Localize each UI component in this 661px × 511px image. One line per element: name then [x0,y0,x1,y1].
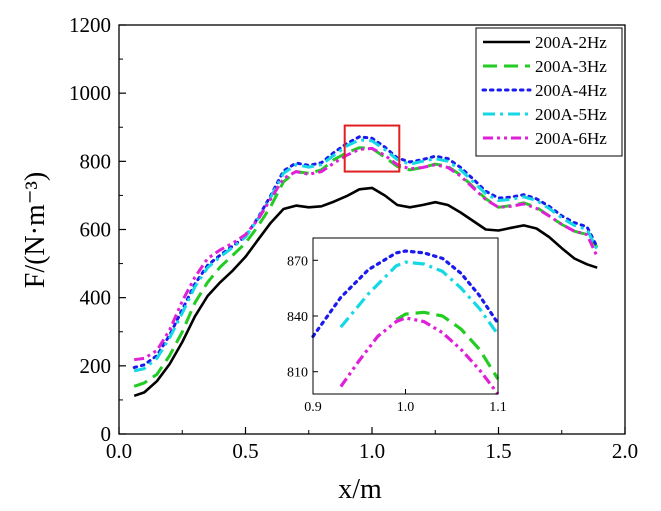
legend-label: 200A-6Hz [535,129,607,148]
x-tick-label: 2.0 [612,439,638,463]
inset-x-tick-label: 1.1 [489,400,507,415]
legend: 200A-2Hz 200A-3Hz 200A-4Hz 200A-5Hz 200A-6Hz [475,27,623,157]
legend-label: 200A-3Hz [535,57,607,76]
legend-label: 200A-2Hz [535,33,607,52]
y-tick-label: 1000 [69,81,111,105]
highlight-box [343,124,401,173]
y-tick-label: 1200 [69,13,111,37]
series-group [132,135,599,398]
y-tick-label: 400 [80,286,112,310]
legend-label: 200A-5Hz [535,105,607,124]
plot-frame [118,24,626,435]
series-line-200A-2Hz [133,186,598,398]
y-tick-label: 600 [80,218,112,242]
y-axis-label: F/(N·m⁻³) [20,172,51,289]
legend-label: 200A-4Hz [535,81,607,100]
inset-x-tick-label: 1.0 [397,400,415,415]
axis-ticks: 0 200 400 600 800 1000 1200 0.0 0.5 1.0 1.5 2.0 [69,13,638,463]
inset-y-tick-label: 870 [287,254,308,269]
x-tick-label: 1.0 [359,439,385,463]
inset-x-tick-label: 0.9 [304,400,322,415]
x-tick-label: 0.0 [106,439,132,463]
inset-y-tick-label: 840 [287,310,308,325]
inset-series-line-200A-6Hz [339,316,500,395]
inset-background [313,238,498,394]
inset-ticks: 810 840 870 0.9 1.0 1.1 [287,254,507,415]
legend-box [475,27,623,157]
inset-series-line-200A-5Hz [339,260,500,336]
series-line-200A-4Hz [132,135,599,369]
inset-series-group [311,249,500,395]
x-tick-label: 0.5 [232,439,258,463]
series-line-200A-6Hz [133,146,599,362]
inset-y-tick-label: 810 [287,366,308,381]
y-tick-label: 800 [80,149,112,173]
series-line-200A-5Hz [133,138,599,373]
y-tick-label: 200 [80,354,112,378]
inset-series-line-200A-4Hz [311,249,500,338]
x-tick-label: 1.5 [485,439,511,463]
inset-series-line-200A-3Hz [395,310,500,380]
x-axis-label: x/m [338,474,382,505]
y-tick-label: 0 [101,422,112,446]
